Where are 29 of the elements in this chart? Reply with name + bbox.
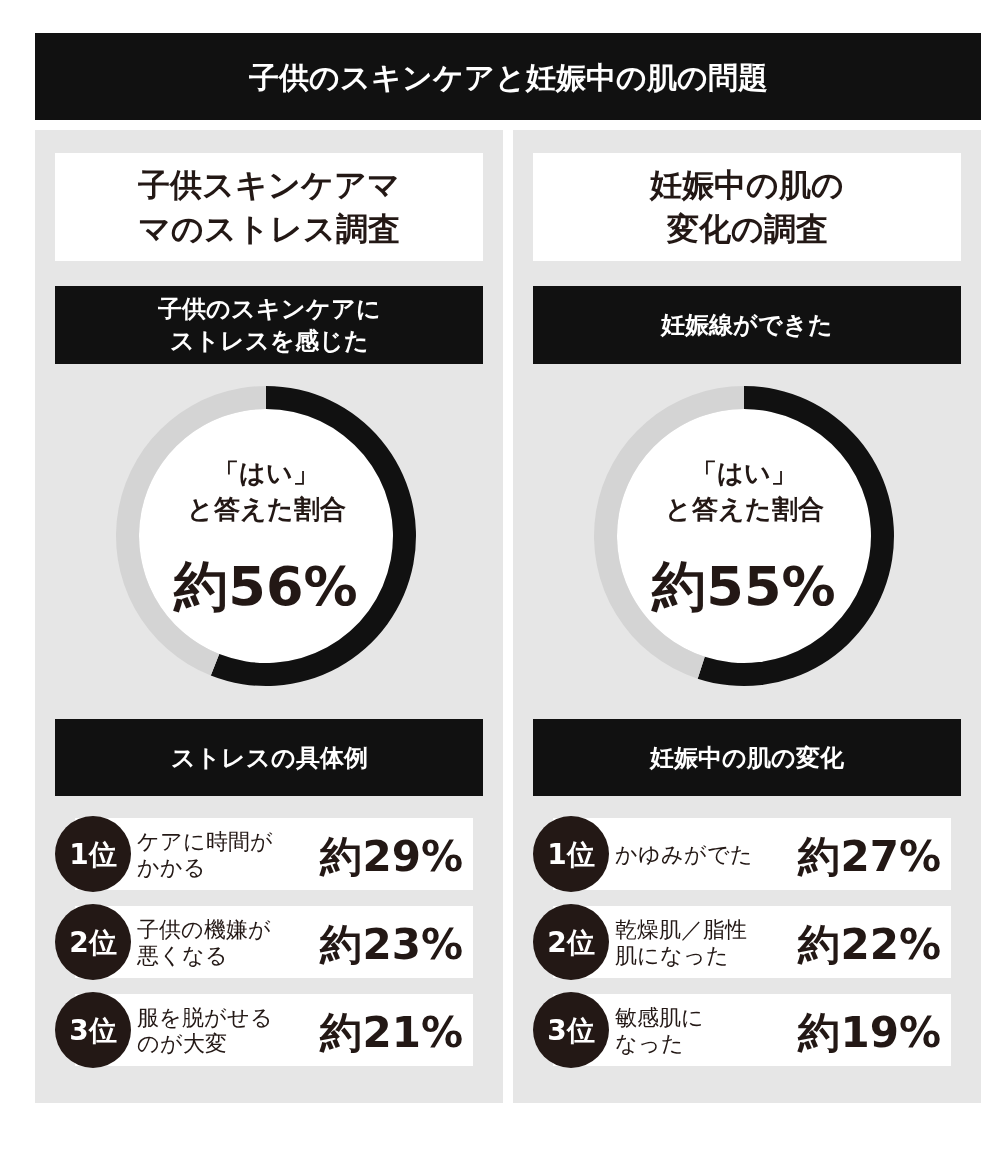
rank-badge: 1位 — [55, 816, 131, 892]
category-label: ケアに時間がかかる — [137, 828, 273, 880]
text: 子供のスキンケアと妊娠中の肌の問題 — [247, 59, 768, 95]
category-label: 敏感肌になった — [615, 1004, 704, 1056]
rank-badge: 1位 — [533, 816, 609, 892]
data-label: 約56% — [173, 554, 358, 618]
rank-badge: 3位 — [533, 992, 609, 1068]
text: ストレスの具体例 — [170, 744, 368, 772]
data-label: 約21% — [319, 1007, 463, 1057]
rank-badge: 2位 — [533, 904, 609, 980]
text: 「はい」と答えた割合 — [664, 458, 824, 524]
data-label: 約19% — [797, 1007, 941, 1057]
text: 「はい」と答えた割合 — [186, 458, 346, 524]
chart-subtitle: 子供のスキンケアにストレスを感じた — [156, 295, 381, 355]
data-label: 約22% — [797, 919, 941, 969]
data-label: 約29% — [319, 831, 463, 881]
category-label: かゆみがでた — [615, 841, 753, 867]
rank-badge: 2位 — [55, 904, 131, 980]
data-label: 約27% — [797, 831, 941, 881]
category-label: 乾燥肌／脂性肌になった — [615, 916, 747, 968]
data-label: 約55% — [651, 554, 836, 618]
category-label: 子供の機嫌が悪くなる — [136, 916, 271, 968]
rank-badge: 3位 — [55, 992, 131, 1068]
text: 妊娠中の肌の変化 — [649, 744, 845, 772]
chart-title: 妊娠中の肌の変化の調査 — [649, 166, 844, 248]
chart-subtitle: 妊娠線ができた — [660, 311, 833, 339]
data-label: 約23% — [319, 919, 463, 969]
chart-title: 子供スキンケアママのストレス調査 — [137, 166, 400, 248]
category-label: 服を脱がせるのが大変 — [137, 1004, 273, 1056]
